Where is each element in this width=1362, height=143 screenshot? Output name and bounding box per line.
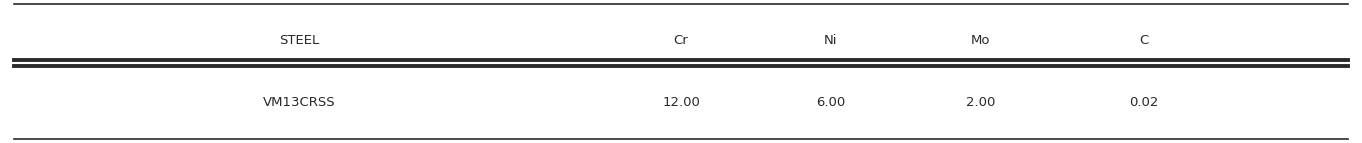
Text: 0.02: 0.02 [1129, 97, 1159, 109]
Text: 2.00: 2.00 [966, 97, 996, 109]
Text: Mo: Mo [971, 34, 990, 46]
Text: STEEL: STEEL [279, 34, 320, 46]
Text: Ni: Ni [824, 34, 838, 46]
Text: C: C [1140, 34, 1148, 46]
Text: Cr: Cr [674, 34, 688, 46]
Text: VM13CRSS: VM13CRSS [263, 97, 336, 109]
Text: 6.00: 6.00 [816, 97, 846, 109]
Text: 12.00: 12.00 [662, 97, 700, 109]
